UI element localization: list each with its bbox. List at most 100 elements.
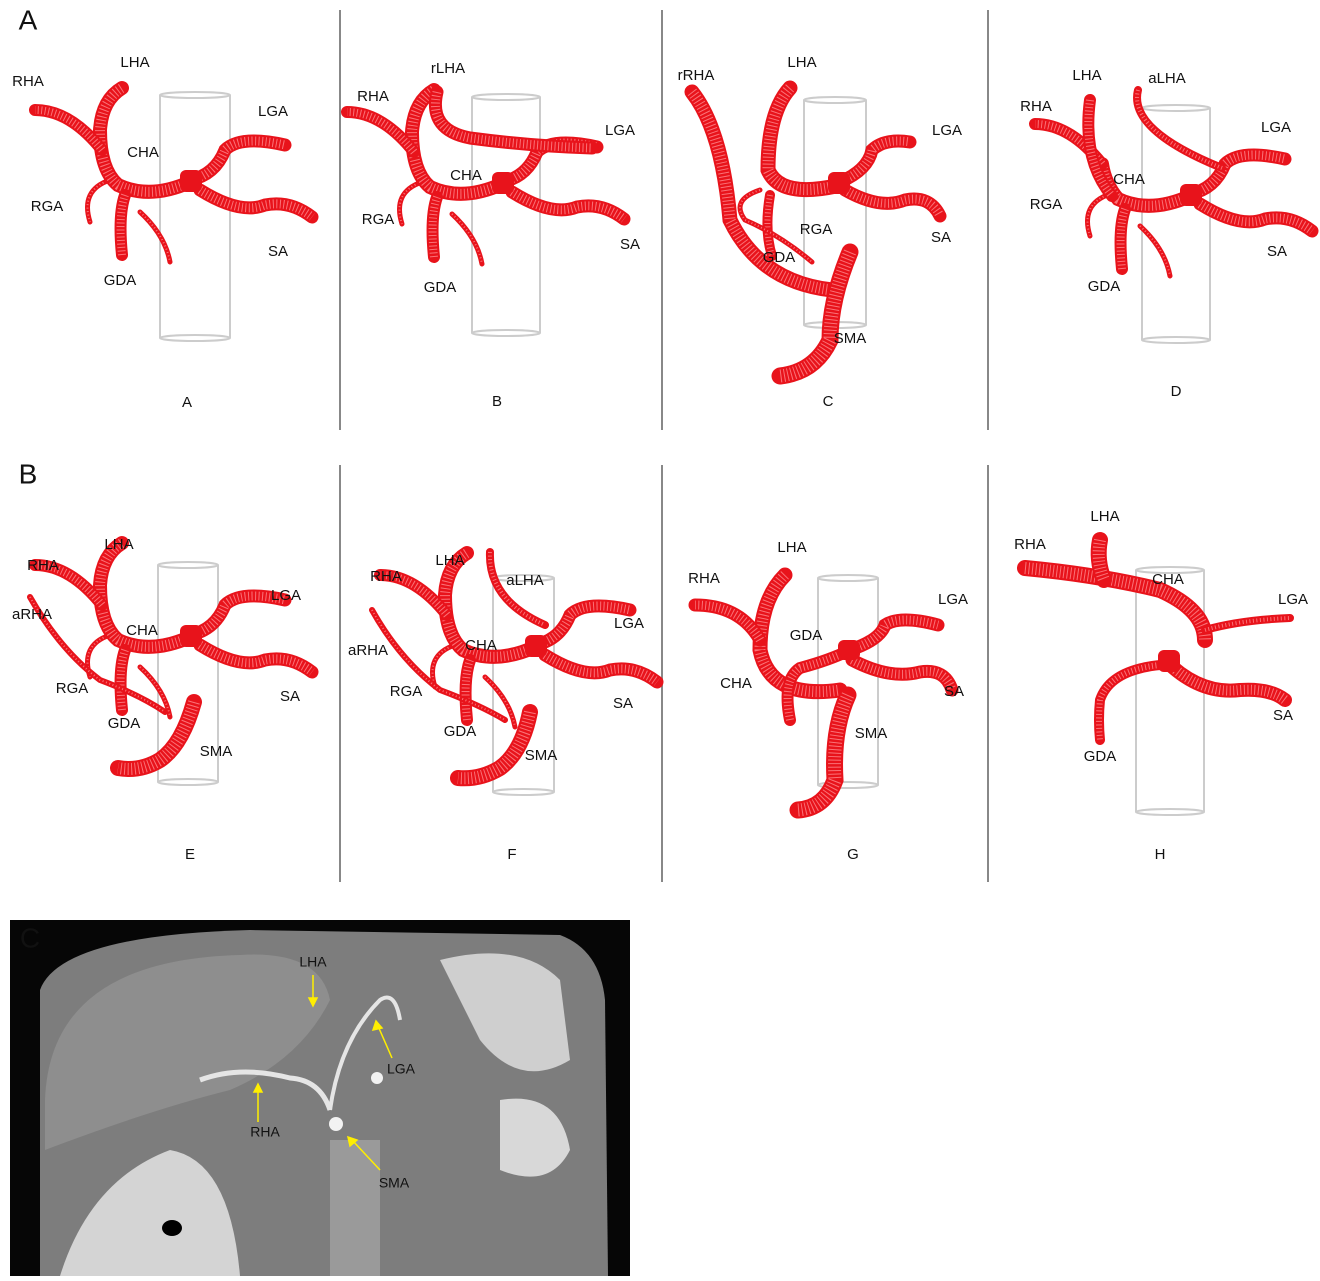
vessel: [798, 695, 848, 810]
vessel-label: LHA: [435, 552, 464, 569]
section-letter: C: [20, 922, 40, 953]
vessel-label: aRHA: [12, 606, 52, 623]
vessel-tree: [347, 90, 624, 264]
vessel-rib: [372, 610, 505, 720]
vessel: [452, 214, 482, 264]
vessel-label: LHA: [777, 539, 806, 556]
vessel: [1121, 209, 1125, 269]
ct-label: SMA: [379, 1175, 410, 1191]
vessel-label: LGA: [938, 591, 968, 608]
vessel: [190, 141, 285, 180]
vessel: [466, 660, 470, 720]
vessel: [372, 610, 505, 720]
cylinder-cap: [472, 94, 540, 100]
vessel-knot: [492, 172, 514, 194]
vessel-label: LGA: [614, 615, 644, 632]
vessel-knot: [180, 170, 202, 192]
vessel-label: LHA: [104, 536, 133, 553]
vessel-label: CHA: [720, 675, 752, 692]
vessel-label: SA: [613, 695, 633, 712]
vessel-label: SA: [1267, 243, 1287, 260]
vessel: [840, 141, 910, 182]
vessel-label: aLHA: [1148, 70, 1186, 87]
vessel-label: GDA: [1088, 278, 1121, 295]
ct-label: LHA: [299, 954, 327, 970]
panel-caption: D: [1171, 383, 1182, 400]
panel-caption: F: [507, 846, 516, 863]
cylinder: [1142, 105, 1210, 343]
vessel-label: SMA: [200, 743, 233, 760]
vessel-label: RGA: [800, 221, 833, 238]
cylinder-cap: [1142, 105, 1210, 111]
vessel-label: RGA: [1030, 196, 1063, 213]
vessel-label: RHA: [370, 568, 402, 585]
panel-caption: H: [1155, 846, 1166, 863]
vessel-label: RHA: [1014, 536, 1046, 553]
vessel-label: rRHA: [678, 67, 715, 84]
vessel: [88, 180, 111, 222]
ct-vessel: [329, 1117, 343, 1131]
vessel: [767, 195, 772, 256]
vessel-label: GDA: [444, 723, 477, 740]
vessel-label: SA: [280, 688, 300, 705]
cylinder-cap: [472, 330, 540, 336]
cylinder: [160, 92, 230, 341]
figure: A RHA LHA CHA LGA RGA SA GDA A RHA rLHA LGA CHA RGA SA…: [0, 0, 1320, 1276]
vessel-label: GDA: [1084, 748, 1117, 765]
vessel: [1099, 665, 1160, 740]
vessel-label: SMA: [834, 330, 867, 347]
vessel-knot: [180, 625, 202, 647]
vessel-label: RGA: [31, 198, 64, 215]
cylinder-cap: [818, 575, 878, 581]
cylinder-cap: [804, 97, 866, 103]
vessel: [121, 195, 125, 255]
panel-caption: A: [182, 394, 192, 411]
vessel-label: GDA: [104, 272, 137, 289]
vessel-label: CHA: [465, 637, 497, 654]
vessel-label: LHA: [787, 54, 816, 71]
vessel-label: GDA: [108, 715, 141, 732]
vessel-label: GDA: [424, 279, 457, 296]
vessel-label: SMA: [525, 747, 558, 764]
vessel: [400, 182, 423, 224]
ct-gas: [162, 1220, 182, 1236]
cylinder-cap: [160, 92, 230, 98]
vessel-label: LGA: [271, 587, 301, 604]
cylinder-cap: [158, 562, 218, 568]
ct-aorta: [330, 1140, 380, 1276]
vessel-label: LHA: [120, 54, 149, 71]
vessel-knot: [1158, 650, 1180, 672]
cylinder: [472, 94, 540, 336]
vessel-label: RHA: [1020, 98, 1052, 115]
vessel-label: RGA: [390, 683, 423, 700]
cylinder-cap: [158, 779, 218, 785]
vessel-label: CHA: [127, 144, 159, 161]
vessel-knot: [838, 640, 860, 660]
vessel: [1099, 540, 1104, 580]
vessel-label: LGA: [258, 103, 288, 120]
vessel-label: LGA: [605, 122, 635, 139]
vessel: [433, 645, 456, 687]
vessel: [140, 212, 170, 262]
vessel: [1205, 618, 1290, 630]
vessel-label: SA: [944, 683, 964, 700]
vessel-label: LGA: [1278, 591, 1308, 608]
vessel-label: SMA: [855, 725, 888, 742]
ct-vessel: [371, 1072, 383, 1084]
vessel-label: RHA: [27, 557, 59, 574]
vessel-tree: [695, 575, 952, 810]
vessel-label: RHA: [688, 570, 720, 587]
vessel-label: rLHA: [431, 60, 465, 77]
vessel-label: SA: [931, 229, 951, 246]
ct-label: LGA: [387, 1061, 416, 1077]
vessel: [1140, 226, 1170, 276]
vessel-label: GDA: [790, 627, 823, 644]
cylinder-cap: [160, 335, 230, 341]
vessel-knot: [828, 172, 850, 194]
vessel-label: LGA: [1261, 119, 1291, 136]
vessel-label: RGA: [362, 211, 395, 228]
section-letter: A: [19, 4, 38, 35]
vessel-label: SA: [268, 243, 288, 260]
vessel: [121, 650, 125, 710]
cylinder-cap: [493, 789, 554, 795]
